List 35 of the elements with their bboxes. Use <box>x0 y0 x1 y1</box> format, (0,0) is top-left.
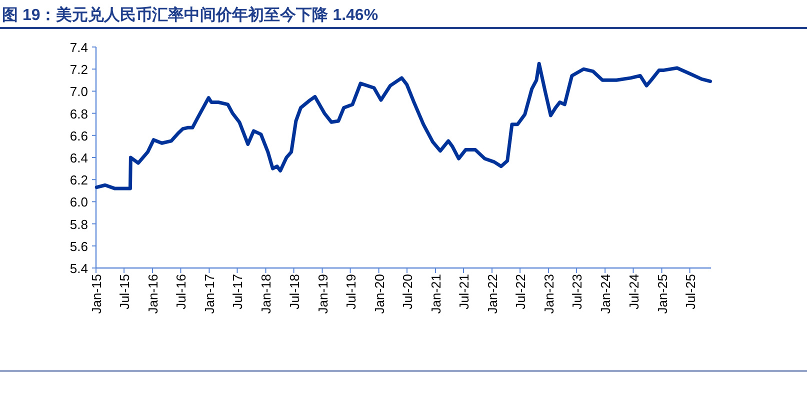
chart-title: 图 19：美元兑人民币汇率中间价年初至今下降 1.46% <box>2 5 378 24</box>
x-tick-label: Jan-24 <box>598 274 614 314</box>
x-tick-label: Jul-20 <box>400 274 415 310</box>
x-tick-label: Jul-22 <box>513 274 528 310</box>
x-tick-label: Jan-16 <box>146 274 161 314</box>
x-tick-label: Jan-20 <box>372 274 387 314</box>
x-tick-label: Jan-21 <box>428 274 444 314</box>
x-tick-label: Jan-19 <box>315 274 330 314</box>
x-tick-label: Jul-21 <box>456 274 472 310</box>
x-tick-label: Jan-22 <box>485 274 500 314</box>
x-tick-label: Jul-18 <box>286 274 302 310</box>
x-tick-label: Jul-16 <box>174 274 189 310</box>
x-tick-label: Jan-25 <box>654 274 670 314</box>
x-tick-label: Jul-25 <box>682 274 698 310</box>
y-tick-label: 5.6 <box>70 238 88 254</box>
y-tick-label: 6.0 <box>70 194 88 210</box>
x-tick-label: Jan-15 <box>89 274 104 314</box>
y-tick-label: 6.4 <box>70 150 88 166</box>
x-tick-label: Jul-15 <box>117 274 132 310</box>
y-tick-label: 5.8 <box>70 216 88 232</box>
y-tick-label: 6.2 <box>70 172 88 188</box>
x-tick-label: Jul-17 <box>230 274 246 310</box>
x-tick-label: Jul-19 <box>343 274 358 310</box>
y-tick-label: 7.2 <box>70 62 88 78</box>
x-tick-label: Jul-24 <box>626 274 642 310</box>
y-tick-label: 5.4 <box>70 261 88 276</box>
y-tick-label: 6.6 <box>70 128 88 144</box>
line-series <box>94 62 712 190</box>
x-tick-label: Jul-23 <box>570 274 585 310</box>
y-tick-label: 7.0 <box>70 84 88 100</box>
y-tick-label: 7.4 <box>70 40 88 55</box>
x-tick-label: Jan-17 <box>202 274 218 314</box>
x-tick-label: Jan-23 <box>542 274 557 314</box>
x-tick-label: Jan-18 <box>258 274 274 314</box>
y-tick-label: 6.8 <box>70 106 88 122</box>
